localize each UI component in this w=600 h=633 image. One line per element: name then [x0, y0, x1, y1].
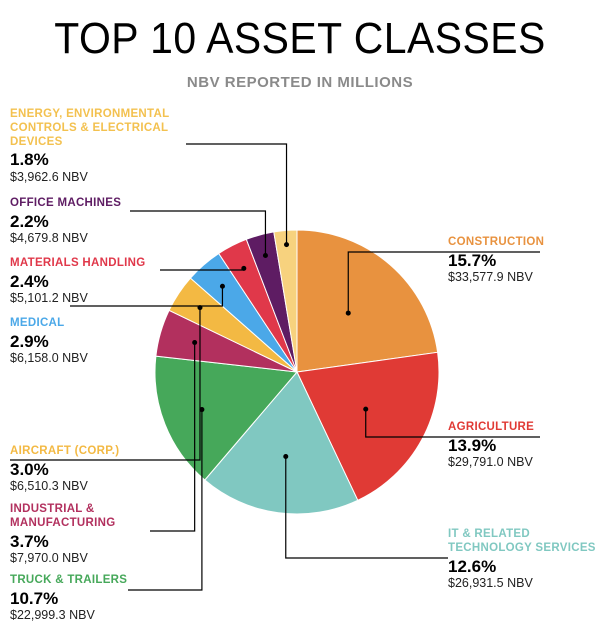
label-name: MATERIALS HANDLING: [10, 257, 146, 269]
leader-line: [130, 210, 267, 256]
label-nbv: $22,999.3 NBV: [10, 608, 95, 623]
leader-dot: [219, 283, 225, 289]
leader-dot: [284, 242, 290, 248]
pie-slice: [273, 229, 298, 373]
label-name: TRUCK & TRAILERS: [10, 574, 128, 586]
label-percent: 13.9%: [448, 435, 497, 455]
label-nbv: $5,101.2 NBV: [10, 291, 88, 306]
leader-dot: [262, 252, 268, 258]
pie-slice: [296, 229, 439, 373]
leader-dot: [241, 265, 247, 271]
label-nbv: $26,931.5 NBV: [448, 576, 533, 591]
leader-dot: [283, 453, 289, 459]
label-percent: 1.8%: [10, 150, 49, 170]
pie-slice: [154, 355, 298, 481]
label-name: MEDICAL: [10, 317, 65, 329]
label-materials-handling: MATERIALS HANDLING 2.4% $5,101.2 NBV: [10, 257, 270, 306]
leader-line: [70, 286, 224, 307]
chart-subtitle: NBV REPORTED IN MILLIONS: [186, 74, 414, 91]
label-nbv: $33,577.9 NBV: [448, 270, 533, 285]
label-name: AGRICULTURE: [448, 421, 535, 433]
label-nbv: $6,510.3 NBV: [10, 479, 88, 494]
chart-title: TOP 10 ASSET CLASSES: [54, 14, 546, 63]
leader-line: [347, 251, 540, 314]
leader-dot: [345, 310, 351, 316]
label-energy: ENERGY, ENVIRONMENTAL CONTROLS & ELECTRI…: [10, 108, 185, 185]
leader-dot: [192, 340, 198, 346]
label-name: ENERGY, ENVIRONMENTAL CONTROLS & ELECTRI…: [10, 108, 170, 148]
label-nbv: $7,970.0 NBV: [10, 551, 88, 566]
pie-slice: [296, 351, 440, 502]
label-nbv: $4,679.8 NBV: [10, 231, 88, 246]
label-nbv: $29,791.0 NBV: [448, 455, 533, 470]
leader-line: [285, 456, 448, 559]
label-percent: 2.9%: [10, 331, 49, 351]
label-nbv: $6,158.0 NBV: [10, 351, 88, 366]
leader-line: [10, 307, 201, 461]
label-percent: 2.2%: [10, 211, 49, 231]
label-nbv: $3,962.6 NBV: [10, 170, 88, 185]
leader-line: [186, 143, 288, 245]
label-percent: 15.7%: [448, 250, 497, 270]
label-name: AIRCRAFT (CORP.): [10, 445, 120, 457]
label-construction: CONSTRUCTION 15.7% $33,577.9 NBV: [448, 236, 600, 285]
label-percent: 10.7%: [10, 588, 59, 608]
label-name: CONSTRUCTION: [448, 236, 545, 248]
label-name: OFFICE MACHINES: [10, 197, 122, 209]
label-office-machines: OFFICE MACHINES 2.2% $4,679.8 NBV: [10, 197, 270, 246]
label-medical: MEDICAL 2.9% $6,158.0 NBV: [10, 317, 270, 366]
label-percent: 2.4%: [10, 271, 49, 291]
pie-slice: [204, 371, 359, 515]
leader-dot: [197, 305, 203, 311]
label-it-services: IT & RELATED TECHNOLOGY SERVICES 12.6% $…: [448, 528, 600, 591]
label-truck-trailers: TRUCK & TRAILERS 10.7% $22,999.3 NBV: [10, 574, 270, 623]
label-percent: 12.6%: [448, 556, 497, 576]
label-industrial: INDUSTRIAL & MANUFACTURING 3.7% $7,970.0…: [10, 503, 160, 566]
label-aircraft: AIRCRAFT (CORP.) 3.0% $6,510.3 NBV: [10, 445, 270, 494]
leader-dot: [199, 407, 205, 413]
leader-line: [150, 342, 196, 532]
label-percent: 3.7%: [10, 531, 49, 551]
leader-line: [128, 409, 203, 591]
leader-line: [365, 409, 540, 438]
label-agriculture: AGRICULTURE 13.9% $29,791.0 NBV: [448, 421, 600, 470]
label-percent: 3.0%: [10, 459, 49, 479]
leader-dot: [363, 406, 369, 412]
label-name: IT & RELATED TECHNOLOGY SERVICES: [448, 528, 596, 554]
label-name: INDUSTRIAL & MANUFACTURING: [10, 503, 116, 529]
